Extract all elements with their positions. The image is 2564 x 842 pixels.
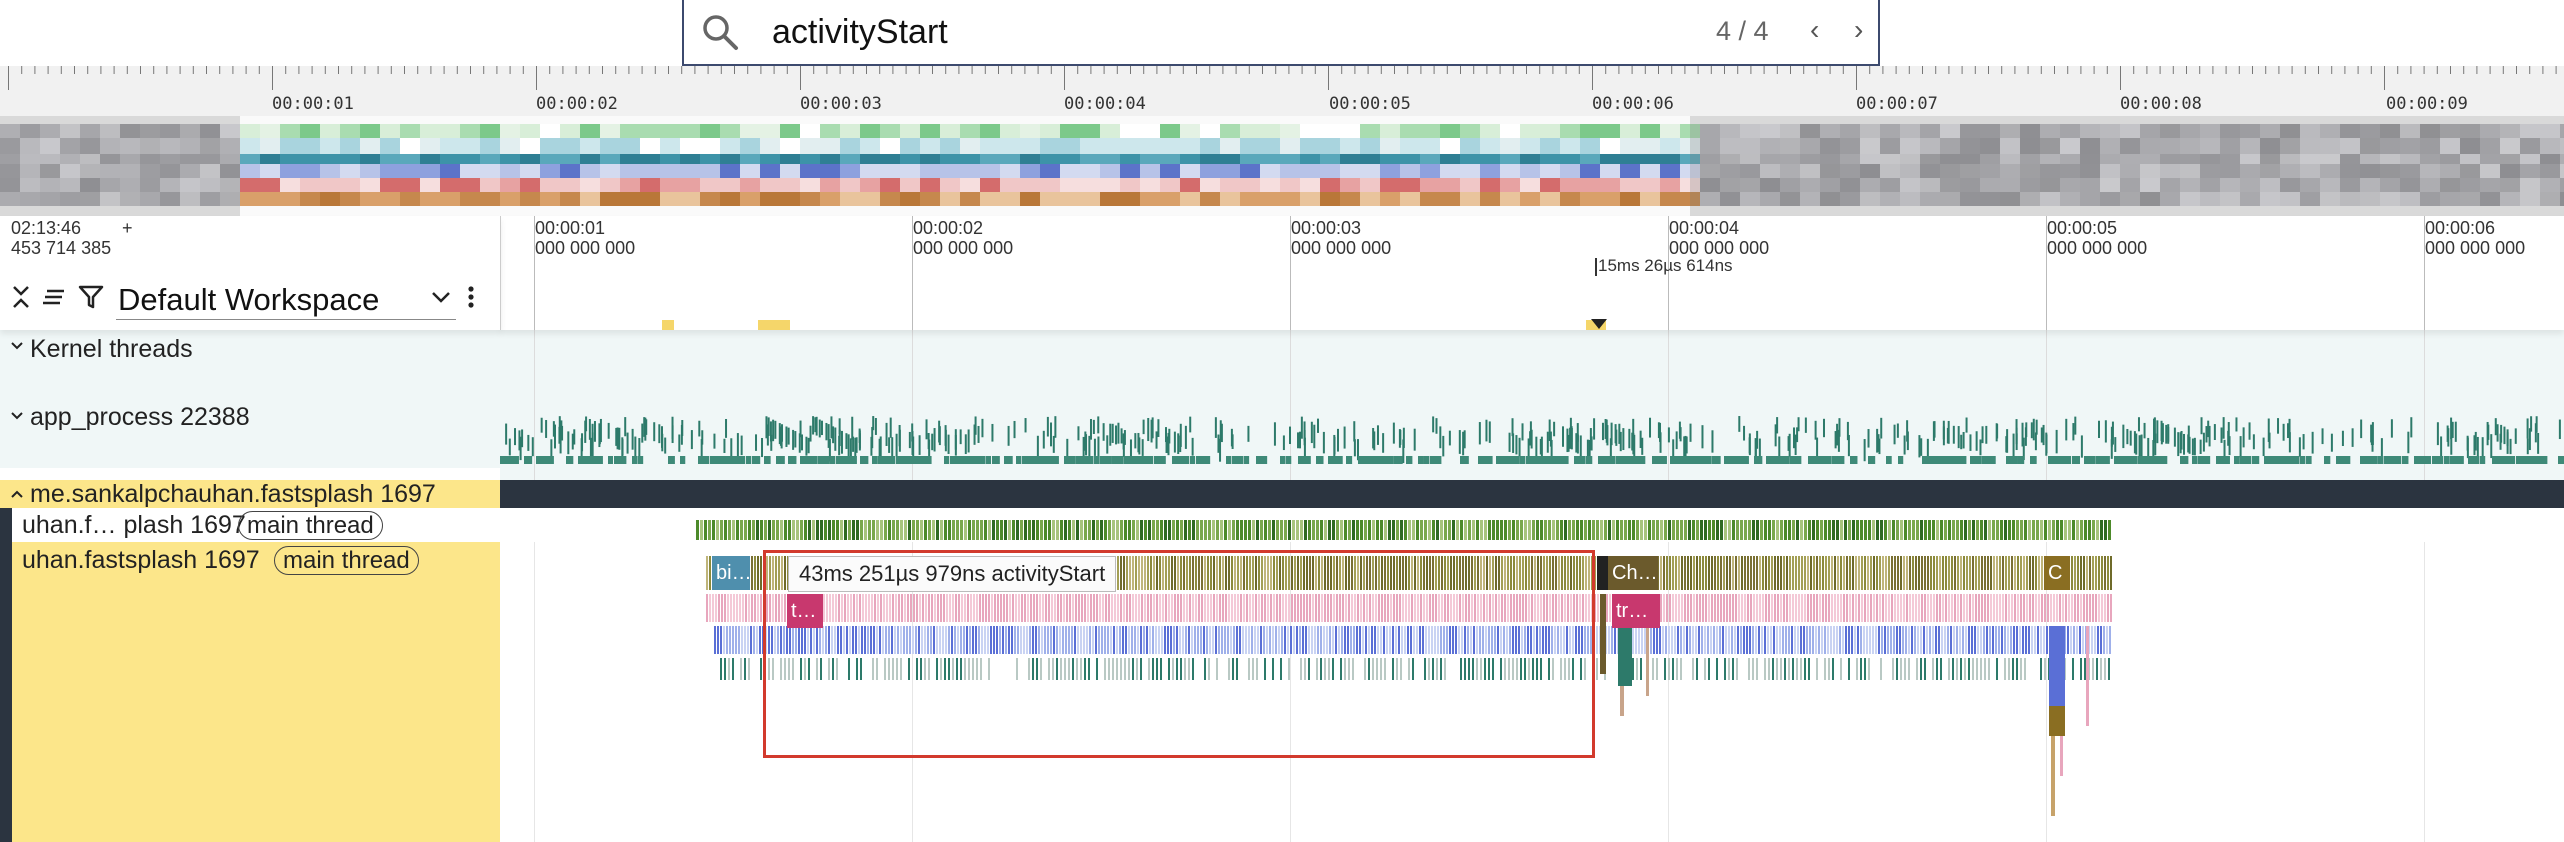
track-main-thread-summary[interactable]: uhan.f… plash 1697 main thread — [12, 508, 500, 543]
tooltip-duration: 43ms 251µs 979ns — [799, 561, 986, 586]
tick-ns: 000 000 000 — [1291, 238, 1392, 258]
search-result-highlight — [763, 550, 1595, 758]
timeline-axis-grid — [534, 216, 2425, 330]
expand-chevron-icon[interactable] — [10, 334, 24, 363]
search-input[interactable]: activityStart — [772, 13, 948, 51]
overview-tick-marks — [8, 66, 2557, 90]
overview-tick: 00:00:05 — [1329, 94, 1411, 114]
track-names-panel: Kernel threads app_process 22388 me.sank… — [0, 330, 500, 842]
track-content-panel[interactable]: bi… t… Ch… tr… C — [500, 330, 2564, 842]
process-indent-bar — [0, 508, 12, 842]
marker-flag[interactable] — [1591, 319, 1607, 329]
tick-ns: 000 000 000 — [2425, 238, 2526, 258]
main-thread-chip: main thread — [274, 546, 419, 575]
time-tick: 00:00:03 000 000 000 — [1291, 218, 1391, 258]
process-summary-bar — [500, 480, 2564, 508]
expand-chevron-icon[interactable] — [10, 404, 24, 433]
collapse-all-icon[interactable] — [10, 284, 32, 317]
time-tick: 00:00:02 000 000 000 — [913, 218, 1013, 258]
overview-tick: 00:00:03 — [800, 94, 882, 114]
tick-time: 00:00:02 — [913, 218, 984, 238]
cpu-marker — [758, 320, 790, 330]
app-process-title: app_process 22388 — [30, 403, 250, 431]
more-options-icon[interactable] — [466, 284, 476, 317]
slice-traversal[interactable]: tr… — [1612, 594, 1660, 628]
collapse-chevron-icon[interactable] — [10, 482, 24, 511]
duration-marker-bracket — [1595, 258, 1597, 276]
tick-time: 00:00:05 — [2047, 218, 2118, 238]
overview-heatmap-cells — [0, 116, 2564, 216]
add-offset-button[interactable]: + — [122, 218, 133, 238]
overview-tick: 00:00:09 — [2386, 94, 2468, 114]
tick-ns: 000 000 000 — [913, 238, 1014, 258]
main-thread-chip: main thread — [238, 511, 383, 540]
time-tick: 00:00:05 000 000 000 — [2047, 218, 2147, 258]
timeline-axis[interactable]: 00:00:01 000 000 000 00:00:02 000 000 00… — [500, 216, 2564, 330]
track-main-thread-slices[interactable]: uhan.fastsplash 1697 main thread — [12, 542, 500, 842]
tick-ns: 000 000 000 — [535, 238, 636, 258]
time-tick: 00:00:01 000 000 000 — [535, 218, 635, 258]
slice-tooltip: 43ms 251µs 979ns activityStart — [788, 556, 1117, 592]
trace-start-time: 02:13:46 — [11, 218, 82, 238]
search-box[interactable]: activityStart 4 / 4 ‹ › — [682, 0, 1880, 66]
overview-heatmap[interactable] — [0, 116, 2564, 216]
time-tick: 00:00:04 000 000 000 — [1669, 218, 1769, 258]
search-icon — [700, 12, 740, 57]
track-header-app-process[interactable]: app_process 22388 — [0, 398, 500, 468]
search-match-count: 4 / 4 — [1716, 16, 1769, 46]
overview-tick: 00:00:01 — [272, 94, 354, 114]
tick-time: 00:00:04 — [1669, 218, 1740, 238]
trace-start-ns: 453 714 385 — [11, 238, 112, 258]
slice-c[interactable]: C — [2044, 556, 2070, 590]
kernel-threads-track — [500, 330, 2564, 398]
cpu-marker — [662, 320, 674, 330]
overview-tick: 00:00:08 — [2120, 94, 2202, 114]
thread-short-title: uhan.f… plash 1697 — [22, 511, 246, 539]
workspace-selector[interactable]: Default Workspace — [118, 282, 380, 317]
filter-icon[interactable] — [78, 284, 104, 317]
track-content-canvas[interactable] — [500, 330, 2564, 842]
slice-choreographer[interactable]: Ch… — [1608, 556, 1658, 590]
tick-time: 00:00:03 — [1291, 218, 1362, 238]
kernel-threads-title: Kernel threads — [30, 335, 193, 363]
timeline-header-controls: 02:13:46 + 453 714 385 Default Workspace — [0, 216, 501, 330]
tick-time: 00:00:06 — [2425, 218, 2496, 238]
overview-tick: 00:00:04 — [1064, 94, 1146, 114]
track-header-fastsplash[interactable]: me.sankalpchauhan.fastsplash 1697 — [0, 480, 500, 508]
next-match-button[interactable]: › — [1854, 14, 1864, 45]
duration-marker-label: 15ms 26µs 614ns — [1598, 256, 1733, 275]
fastsplash-process-title: me.sankalpchauhan.fastsplash 1697 — [30, 480, 436, 508]
overview-tick: 00:00:06 — [1592, 94, 1674, 114]
chevron-down-icon[interactable] — [430, 284, 452, 317]
tick-ns: 000 000 000 — [1669, 238, 1770, 258]
time-tick: 00:00:06 000 000 000 — [2425, 218, 2525, 258]
previous-match-button[interactable]: ‹ — [1810, 14, 1820, 45]
tooltip-name: activityStart — [991, 561, 1106, 586]
tick-time: 00:00:01 — [535, 218, 606, 238]
overview-tick: 00:00:07 — [1856, 94, 1938, 114]
sort-icon[interactable] — [42, 284, 68, 317]
slice-bind-application[interactable]: bi… — [712, 556, 750, 590]
tick-ns: 000 000 000 — [2047, 238, 2148, 258]
track-header-kernel[interactable]: Kernel threads — [0, 330, 500, 399]
slice-trace[interactable]: t… — [787, 594, 823, 628]
overview-tick: 00:00:02 — [536, 94, 618, 114]
overview-ruler[interactable]: 00:00:01 00:00:02 00:00:03 00:00:04 00:0… — [0, 66, 2564, 117]
thread-full-title: uhan.fastsplash 1697 — [22, 546, 260, 574]
